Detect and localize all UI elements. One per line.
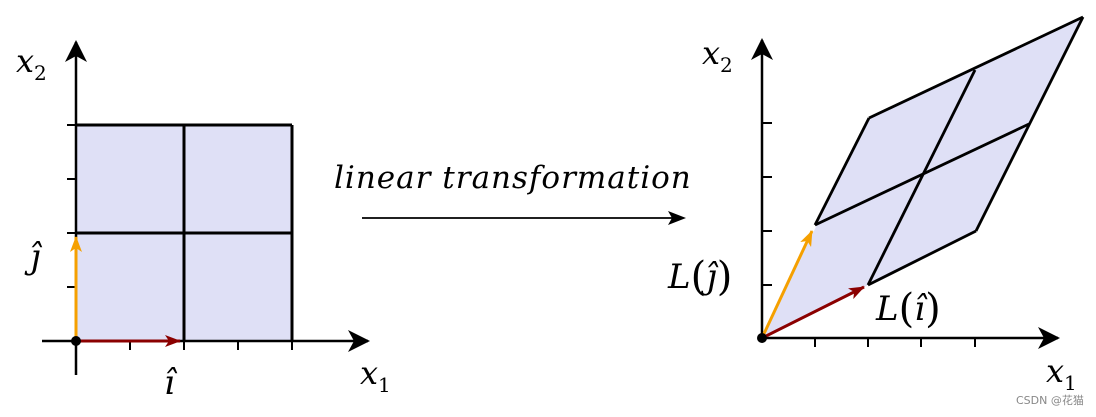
right-panel: x2 x1 L(ĵ) L(î) bbox=[667, 15, 1085, 395]
left-panel: x2 x1 ĵ î bbox=[16, 40, 391, 403]
i-hat-label: î bbox=[164, 363, 178, 403]
transformation-arrow-group: linear transformation bbox=[334, 160, 692, 225]
right-L-i-hat-vector bbox=[761, 285, 865, 340]
left-origin-dot bbox=[71, 336, 81, 346]
right-origin-dot bbox=[757, 333, 767, 343]
right-L-j-hat-vector bbox=[760, 230, 814, 339]
right-grid-lines bbox=[813, 15, 1085, 287]
transformation-caption: linear transformation bbox=[334, 160, 692, 196]
j-hat-label: ĵ bbox=[24, 237, 43, 277]
L-i-hat-label: L(î) bbox=[875, 286, 941, 332]
left-y-axis-label: x2 bbox=[16, 42, 47, 85]
left-grid-lines bbox=[76, 123, 294, 341]
watermark: CSDN @花猫 bbox=[1016, 394, 1084, 407]
transformation-arrowhead-icon bbox=[668, 211, 686, 225]
right-x-axis-label: x1 bbox=[1046, 352, 1077, 395]
left-x-axis-label: x1 bbox=[360, 354, 391, 397]
L-j-hat-label: L(ĵ) bbox=[667, 254, 732, 300]
right-ticks bbox=[762, 122, 976, 347]
right-y-axis-label: x2 bbox=[702, 34, 733, 77]
